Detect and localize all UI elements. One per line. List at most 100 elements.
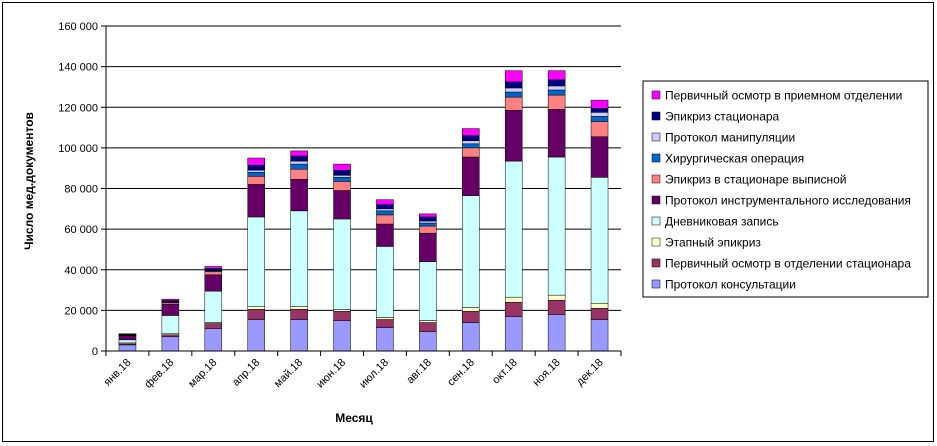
bar-segment xyxy=(333,218,351,310)
y-tick-label: 100 000 xyxy=(58,143,98,155)
bar-segment xyxy=(504,70,523,83)
bar-segment xyxy=(118,335,137,341)
bar-segment xyxy=(590,112,609,117)
bar-segment xyxy=(161,334,180,338)
bars-layer xyxy=(118,70,609,352)
bar-segment xyxy=(247,216,265,307)
bar-segment xyxy=(504,302,523,317)
bar-segment xyxy=(333,175,351,178)
bar-segment xyxy=(462,128,480,136)
bar-segment xyxy=(547,70,566,81)
bar-segment xyxy=(290,319,308,352)
bar-segment xyxy=(204,323,223,329)
x-tick-label: май.18 xyxy=(272,357,305,390)
legend-swatch xyxy=(651,90,661,100)
x-tick-label: июн.18 xyxy=(314,357,348,391)
bar-segment xyxy=(504,110,523,162)
bar-segment xyxy=(547,294,566,301)
bar-segment xyxy=(547,89,566,96)
legend-swatch xyxy=(651,216,661,226)
bar-segment xyxy=(547,299,566,315)
bar-segment xyxy=(376,223,394,247)
bar-segment xyxy=(590,319,609,352)
bar-segment xyxy=(504,160,523,298)
bar-segment xyxy=(333,181,351,191)
bar-segment xyxy=(290,179,308,212)
bar-segment xyxy=(590,136,609,178)
bar-segment xyxy=(290,150,308,157)
grid-layer xyxy=(106,25,621,311)
legend-swatch xyxy=(651,111,661,121)
bar-segment xyxy=(462,143,480,149)
y-axis-title: Число мед.документов xyxy=(22,112,36,250)
bar-segment xyxy=(333,311,351,321)
bar-segment xyxy=(247,309,265,320)
bar-segment xyxy=(590,99,609,109)
bar-segment xyxy=(504,87,523,93)
bar-segment xyxy=(333,190,351,220)
x-axis-title: Месяц xyxy=(335,411,373,425)
bar-segment xyxy=(290,210,308,307)
bar-segment xyxy=(462,195,480,308)
y-tick-label: 160 000 xyxy=(58,21,98,33)
bar-segment xyxy=(161,304,180,316)
bar-segment xyxy=(462,311,480,323)
legend-label: Эпикриз стационара xyxy=(665,110,780,124)
legend: Первичный осмотр в приемном отделении Эпи… xyxy=(642,80,929,298)
bar-segment xyxy=(547,109,566,158)
bar-segment xyxy=(590,308,609,320)
bar-segment xyxy=(376,210,394,216)
x-tick-label: июл.18 xyxy=(357,357,391,391)
legend-label: Протокол инструментального исследования xyxy=(665,194,911,208)
legend-label: Первичный осмотр в приемном отделении xyxy=(665,89,902,103)
bar-segment xyxy=(462,135,480,142)
bar-segment xyxy=(462,140,480,145)
bar-segment xyxy=(462,322,480,352)
bar-segment xyxy=(376,246,394,318)
bar-segment xyxy=(504,96,523,111)
x-tick-label: янв.18 xyxy=(102,357,134,389)
legend-box xyxy=(642,80,929,298)
bar-segment xyxy=(333,169,351,176)
bar-segment xyxy=(590,116,609,122)
bar-segment xyxy=(161,315,180,334)
legend-label: Первичный осмотр в отделении стационара xyxy=(665,257,911,271)
y-tick-label: 60 000 xyxy=(64,224,98,236)
bar-segment xyxy=(419,220,437,224)
legend-swatch xyxy=(651,195,661,205)
x-tick-label: мар.18 xyxy=(186,357,219,390)
bar-segment xyxy=(590,177,609,304)
bar-segment xyxy=(504,91,523,98)
bar-segment xyxy=(504,296,523,303)
bar-segment xyxy=(290,306,308,310)
legend-label: Этапный эпикриз xyxy=(665,236,761,250)
x-tick-label: дек.18 xyxy=(574,357,606,389)
bar-segment xyxy=(204,271,223,276)
legend-label: Дневниковая запись xyxy=(665,215,779,229)
bar-segment xyxy=(419,213,437,218)
bar-segment xyxy=(376,208,394,212)
legend-label: Эпикриз в стационаре выписной xyxy=(665,173,846,187)
bar-segment xyxy=(376,199,394,205)
legend-swatch xyxy=(651,279,661,289)
bar-segment xyxy=(247,184,265,218)
bar-segment xyxy=(419,222,437,227)
bar-segment xyxy=(547,85,566,91)
bar-segment xyxy=(590,303,609,309)
y-tick-label: 120 000 xyxy=(58,102,98,114)
bar-segment xyxy=(590,121,609,137)
bar-segment xyxy=(376,319,394,328)
bar-segment xyxy=(204,266,223,269)
bar-segment xyxy=(333,177,351,182)
bar-segment xyxy=(419,322,437,332)
bar-segment xyxy=(247,306,265,310)
y-tick-label: 80 000 xyxy=(64,184,98,196)
legend-swatch xyxy=(651,132,661,142)
bar-segment xyxy=(204,274,223,292)
bar-segment xyxy=(547,156,566,296)
bar-segment xyxy=(247,172,265,177)
bar-segment xyxy=(290,155,308,162)
bar-segment xyxy=(376,214,394,225)
x-tick-label: ноя.18 xyxy=(531,357,563,389)
